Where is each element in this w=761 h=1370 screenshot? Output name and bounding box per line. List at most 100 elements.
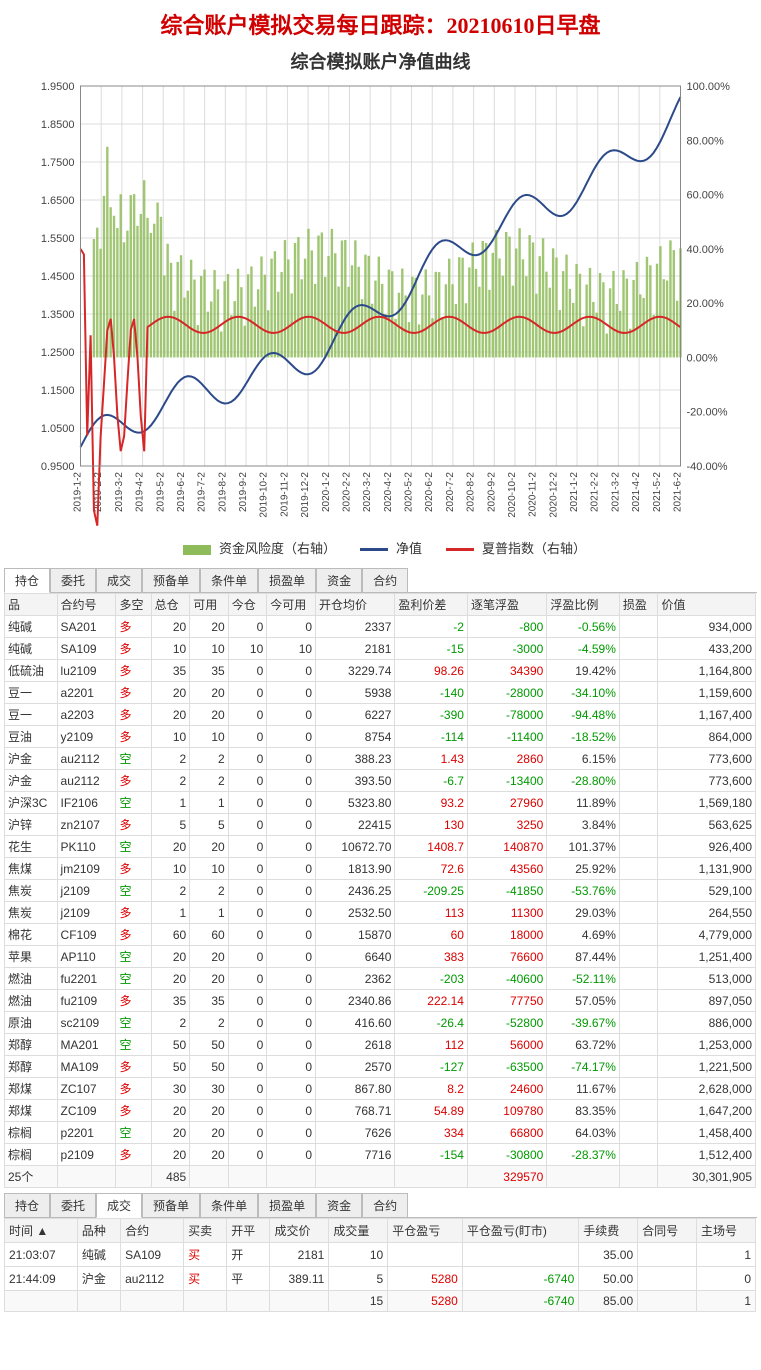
cell-float-pl: -63500 bbox=[467, 1056, 546, 1078]
cell-value: 864,000 bbox=[658, 726, 756, 748]
col-header[interactable]: 买卖 bbox=[184, 1219, 227, 1243]
cell-product: 棕榈 bbox=[5, 1122, 58, 1144]
position-row[interactable]: 豆一 a2201 多 20 20 0 0 5938 -140 -28000 -3… bbox=[5, 682, 756, 704]
col-header[interactable]: 可用 bbox=[190, 594, 229, 616]
position-row[interactable]: 纯碱 SA109 多 10 10 10 10 2181 -15 -3000 -4… bbox=[5, 638, 756, 660]
tab-委托[interactable]: 委托 bbox=[50, 1193, 96, 1217]
cell-ratio: -28.80% bbox=[547, 770, 620, 792]
col-header[interactable]: 总仓 bbox=[151, 594, 190, 616]
col-header[interactable]: 合同号 bbox=[638, 1219, 697, 1243]
position-row[interactable]: 郑醇 MA109 多 50 50 0 0 2570 -127 -63500 -7… bbox=[5, 1056, 756, 1078]
cell-float-pl: -52800 bbox=[467, 1012, 546, 1034]
col-header[interactable]: 开仓均价 bbox=[316, 594, 395, 616]
tab-损盈单[interactable]: 损盈单 bbox=[258, 1193, 316, 1217]
position-row[interactable]: 燃油 fu2201 空 20 20 0 0 2362 -203 -40600 -… bbox=[5, 968, 756, 990]
page-title: 综合账户模拟交易每日跟踪：20210610日早盘 bbox=[0, 0, 761, 44]
col-header[interactable]: 平仓盈亏 bbox=[388, 1219, 463, 1243]
position-row[interactable]: 沪锌 zn2107 多 5 5 0 0 22415 130 3250 3.84%… bbox=[5, 814, 756, 836]
cell-product: 原油 bbox=[5, 1012, 58, 1034]
cell-ratio: 29.03% bbox=[547, 902, 620, 924]
cell-product: 豆一 bbox=[5, 682, 58, 704]
cell-avail: 20 bbox=[190, 946, 229, 968]
position-row[interactable]: 燃油 fu2109 多 35 35 0 0 2340.86 222.14 777… bbox=[5, 990, 756, 1012]
position-row[interactable]: 低硫油 lu2109 多 35 35 0 0 3229.74 98.26 343… bbox=[5, 660, 756, 682]
col-header[interactable]: 损盈 bbox=[619, 594, 658, 616]
tab-资金[interactable]: 资金 bbox=[316, 568, 362, 592]
position-row[interactable]: 焦炭 j2109 空 2 2 0 0 2436.25 -209.25 -4185… bbox=[5, 880, 756, 902]
tab-持仓[interactable]: 持仓 bbox=[4, 1193, 50, 1217]
tab-合约[interactable]: 合约 bbox=[362, 568, 408, 592]
svg-text:2019-3-2: 2019-3-2 bbox=[114, 472, 125, 512]
position-row[interactable]: 焦炭 j2109 多 1 1 0 0 2532.50 113 11300 29.… bbox=[5, 902, 756, 924]
deal-row[interactable]: 21:44:09 沪金 au2112 买 平 389.11 5 5280 -67… bbox=[5, 1267, 756, 1291]
position-row[interactable]: 花生 PK110 空 20 20 0 0 10672.70 1408.7 140… bbox=[5, 836, 756, 858]
col-header[interactable]: 手续费 bbox=[579, 1219, 638, 1243]
col-header[interactable]: 成交量 bbox=[329, 1219, 388, 1243]
position-row[interactable]: 纯碱 SA201 多 20 20 0 0 2337 -2 -800 -0.56%… bbox=[5, 616, 756, 638]
col-header[interactable]: 时间 ▲ bbox=[5, 1219, 78, 1243]
tab-成交[interactable]: 成交 bbox=[96, 568, 142, 592]
position-row[interactable]: 苹果 AP110 空 20 20 0 0 6640 383 76600 87.4… bbox=[5, 946, 756, 968]
col-header[interactable]: 浮盈比例 bbox=[547, 594, 620, 616]
chart-container: 综合模拟账户净值曲线 0.95001.05001.15001.25001.350… bbox=[8, 48, 753, 563]
position-row[interactable]: 沪深3C IF2106 空 1 1 0 0 5323.80 93.2 27960… bbox=[5, 792, 756, 814]
cell-float-pl: 34390 bbox=[467, 660, 546, 682]
tab-预备单[interactable]: 预备单 bbox=[142, 568, 200, 592]
cell-today-avail: 0 bbox=[267, 1078, 316, 1100]
position-row[interactable]: 豆一 a2203 多 20 20 0 0 6227 -390 -78000 -9… bbox=[5, 704, 756, 726]
col-header[interactable]: 品 bbox=[5, 594, 58, 616]
cell-value: 934,000 bbox=[658, 616, 756, 638]
cell-today: 0 bbox=[228, 1012, 267, 1034]
cell-longshort: 空 bbox=[116, 748, 151, 770]
position-row[interactable]: 棉花 CF109 多 60 60 0 0 15870 60 18000 4.69… bbox=[5, 924, 756, 946]
position-row[interactable]: 沪金 au2112 空 2 2 0 0 388.23 1.43 2860 6.1… bbox=[5, 748, 756, 770]
tab-成交[interactable]: 成交 bbox=[96, 1193, 142, 1218]
col-header[interactable]: 开平 bbox=[227, 1219, 270, 1243]
position-row[interactable]: 原油 sc2109 空 2 2 0 0 416.60 -26.4 -52800 … bbox=[5, 1012, 756, 1034]
cell-value: 513,000 bbox=[658, 968, 756, 990]
col-header[interactable]: 逐笔浮盈 bbox=[467, 594, 546, 616]
col-header[interactable]: 今仓 bbox=[228, 594, 267, 616]
tab-委托[interactable]: 委托 bbox=[50, 568, 96, 592]
col-header[interactable]: 品种 bbox=[77, 1219, 120, 1243]
position-row[interactable]: 郑醇 MA201 空 50 50 0 0 2618 112 56000 63.7… bbox=[5, 1034, 756, 1056]
cell-today: 0 bbox=[228, 682, 267, 704]
positions-header-row: 品合约号多空总仓可用今仓今可用开仓均价盈利价差逐笔浮盈浮盈比例损盈价值 bbox=[5, 594, 756, 616]
col-header[interactable]: 多空 bbox=[116, 594, 151, 616]
position-row[interactable]: 焦煤 jm2109 多 10 10 0 0 1813.90 72.6 43560… bbox=[5, 858, 756, 880]
position-row[interactable]: 沪金 au2112 多 2 2 0 0 393.50 -6.7 -13400 -… bbox=[5, 770, 756, 792]
position-row[interactable]: 郑煤 ZC109 多 20 20 0 0 768.71 54.89 109780… bbox=[5, 1100, 756, 1122]
cell-longshort: 空 bbox=[116, 792, 151, 814]
col-header[interactable]: 合约 bbox=[121, 1219, 184, 1243]
col-header[interactable]: 今可用 bbox=[267, 594, 316, 616]
tab-资金[interactable]: 资金 bbox=[316, 1193, 362, 1217]
tab-预备单[interactable]: 预备单 bbox=[142, 1193, 200, 1217]
col-header[interactable]: 合约号 bbox=[57, 594, 116, 616]
cell-avail: 1 bbox=[190, 902, 229, 924]
deal-row[interactable]: 21:03:07 纯碱 SA109 买 开 2181 10 35.00 1 bbox=[5, 1243, 756, 1267]
cell-stoploss bbox=[619, 638, 658, 660]
col-header[interactable]: 主场号 bbox=[697, 1219, 756, 1243]
tab-损盈单[interactable]: 损盈单 bbox=[258, 568, 316, 592]
position-row[interactable]: 豆油 y2109 多 10 10 0 0 8754 -114 -11400 -1… bbox=[5, 726, 756, 748]
position-row[interactable]: 郑煤 ZC107 多 30 30 0 0 867.80 8.2 24600 11… bbox=[5, 1078, 756, 1100]
cell-ratio: 3.84% bbox=[547, 814, 620, 836]
cell-open-price: 6640 bbox=[316, 946, 395, 968]
col-header[interactable]: 价值 bbox=[658, 594, 756, 616]
svg-text:2020-10-2: 2020-10-2 bbox=[507, 472, 518, 518]
tab-条件单[interactable]: 条件单 bbox=[200, 568, 258, 592]
nav-chart: 0.95001.05001.15001.25001.35001.45001.55… bbox=[8, 76, 753, 536]
position-row[interactable]: 棕榈 p2201 空 20 20 0 0 7626 334 66800 64.0… bbox=[5, 1122, 756, 1144]
position-row[interactable]: 棕榈 p2109 多 20 20 0 0 7716 -154 -30800 -2… bbox=[5, 1144, 756, 1166]
cell-ratio: 57.05% bbox=[547, 990, 620, 1012]
cell-product: 纯碱 bbox=[5, 638, 58, 660]
tab-合约[interactable]: 合约 bbox=[362, 1193, 408, 1217]
col-header[interactable]: 成交价 bbox=[270, 1219, 329, 1243]
cell-product: 纯碱 bbox=[5, 616, 58, 638]
tab-持仓[interactable]: 持仓 bbox=[4, 568, 50, 593]
col-header[interactable]: 平仓盈亏(盯市) bbox=[462, 1219, 578, 1243]
svg-text:2019-8-2: 2019-8-2 bbox=[217, 472, 228, 512]
col-header[interactable]: 盈利价差 bbox=[395, 594, 468, 616]
cell-value: 264,550 bbox=[658, 902, 756, 924]
tab-条件单[interactable]: 条件单 bbox=[200, 1193, 258, 1217]
